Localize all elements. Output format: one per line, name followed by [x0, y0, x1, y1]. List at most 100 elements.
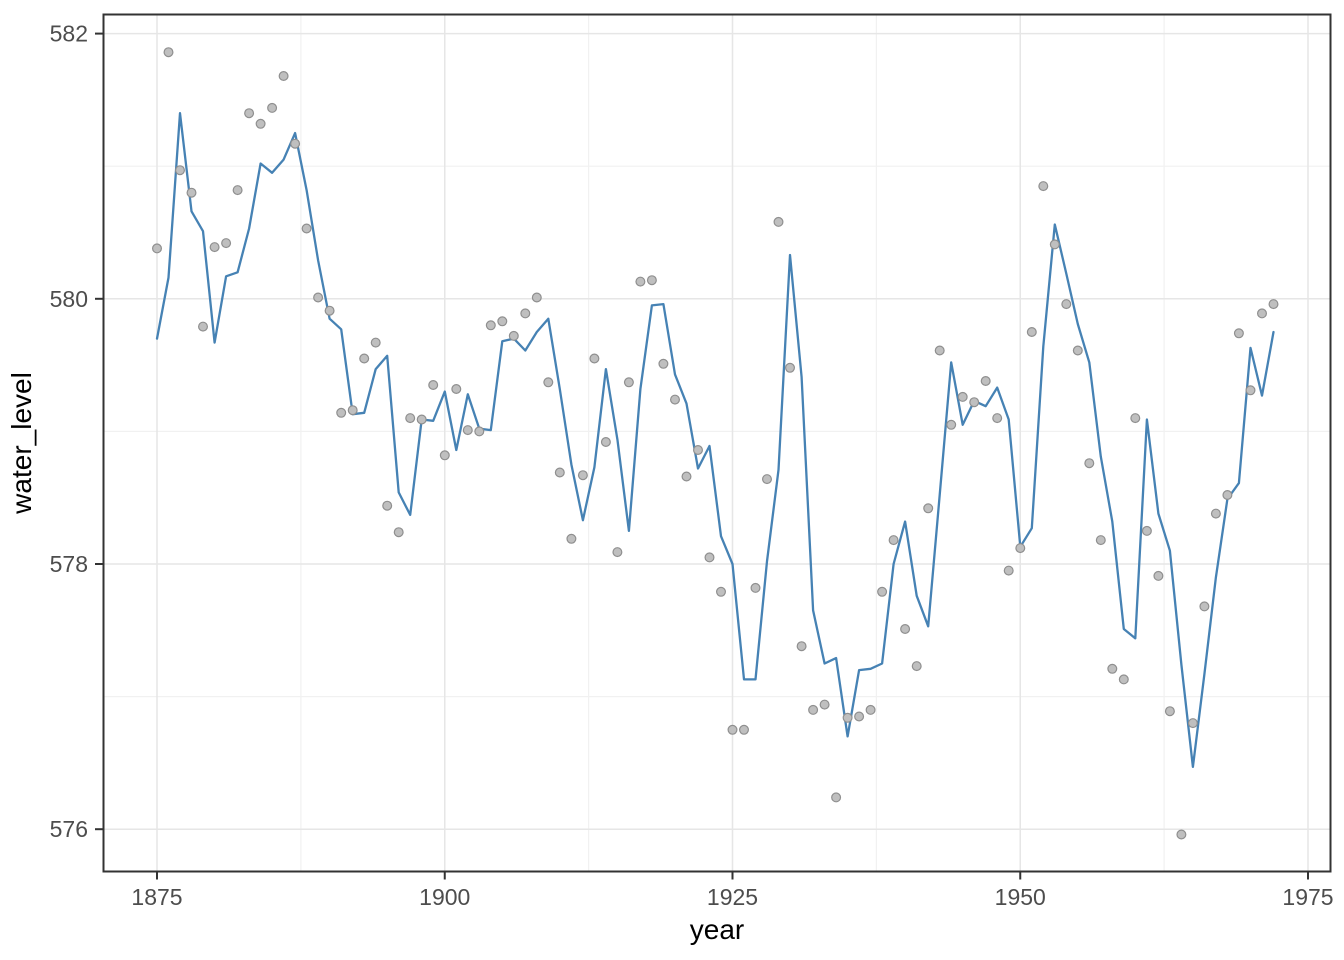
y-axis-title: water_level	[6, 372, 37, 515]
data-point	[359, 353, 370, 364]
panel-border	[102, 13, 1332, 873]
data-point	[393, 527, 404, 538]
data-point	[370, 337, 381, 348]
data-point	[842, 712, 853, 723]
x-axis-title: year	[690, 914, 744, 945]
data-point	[1015, 543, 1026, 554]
data-point	[232, 185, 243, 196]
data-point	[1164, 706, 1175, 717]
data-point	[819, 699, 830, 710]
data-point	[715, 586, 726, 597]
data-point	[382, 500, 393, 511]
data-point	[900, 623, 911, 634]
data-point	[1187, 718, 1198, 729]
x-axis-tick-label: 1950	[995, 884, 1046, 910]
data-point	[1072, 345, 1083, 356]
data-point	[290, 138, 301, 149]
x-axis-tick-label: 1900	[419, 884, 470, 910]
data-point	[221, 238, 232, 249]
data-point	[704, 552, 715, 563]
fitted-line-series	[155, 112, 1275, 769]
data-point	[1130, 413, 1141, 424]
data-point	[600, 437, 611, 448]
data-point	[911, 661, 922, 672]
x-axis-tick-label: 1975	[1282, 884, 1333, 910]
data-point	[784, 362, 795, 373]
data-point	[416, 414, 427, 425]
data-point	[1061, 299, 1072, 310]
data-point	[267, 102, 278, 113]
data-point	[877, 586, 888, 597]
data-point	[531, 292, 542, 303]
x-axis: 1875 1900 1925 1950 1975	[131, 871, 1334, 910]
data-point	[1245, 385, 1256, 396]
data-point	[1268, 299, 1279, 310]
x-axis-tick-label: 1875	[131, 884, 182, 910]
data-point	[577, 470, 588, 481]
data-point	[543, 377, 554, 388]
data-point	[1095, 535, 1106, 546]
data-point	[1256, 308, 1267, 319]
observed-points-series	[152, 47, 1279, 840]
data-point	[658, 358, 669, 369]
data-point	[589, 353, 600, 364]
data-point	[1049, 239, 1060, 250]
data-point	[934, 345, 945, 356]
data-point	[566, 533, 577, 544]
data-point	[669, 394, 680, 405]
data-point	[313, 292, 324, 303]
data-point	[152, 243, 163, 254]
data-point	[324, 305, 335, 316]
data-point	[508, 330, 519, 341]
data-point	[278, 70, 289, 81]
data-point	[301, 223, 312, 234]
data-point	[474, 426, 485, 437]
data-point	[969, 397, 980, 408]
data-point	[485, 320, 496, 331]
data-point	[946, 419, 957, 430]
fitted-line	[155, 112, 1275, 769]
data-point	[1199, 601, 1210, 612]
data-point	[923, 503, 934, 514]
data-point	[175, 165, 186, 176]
data-point	[992, 413, 1003, 424]
data-point	[727, 724, 738, 735]
data-point	[888, 535, 899, 546]
y-axis-tick-label: 576	[50, 816, 88, 842]
data-point	[1222, 490, 1233, 501]
data-point	[497, 316, 508, 327]
data-point	[1107, 663, 1118, 674]
data-point	[255, 118, 266, 129]
data-point	[209, 242, 220, 253]
data-point	[163, 47, 174, 58]
data-point	[865, 704, 876, 715]
data-point	[1153, 570, 1164, 581]
data-point	[957, 391, 968, 402]
data-point	[796, 641, 807, 652]
data-point	[451, 384, 462, 395]
data-point	[692, 445, 703, 456]
grid-major	[103, 14, 1331, 872]
data-point	[1026, 327, 1037, 338]
data-point	[1141, 525, 1152, 536]
data-point	[520, 308, 531, 319]
data-point	[808, 704, 819, 715]
data-point	[612, 547, 623, 558]
data-point	[761, 474, 772, 485]
data-point	[428, 380, 439, 391]
data-point	[439, 450, 450, 461]
data-point	[646, 275, 657, 286]
data-point	[198, 321, 209, 332]
data-point	[750, 582, 761, 593]
y-axis: 576 578 580 582	[50, 21, 103, 842]
data-point	[1176, 829, 1187, 840]
y-axis-tick-label: 580	[50, 286, 88, 312]
data-point	[773, 216, 784, 227]
data-point	[462, 425, 473, 436]
data-point	[738, 724, 749, 735]
data-point	[1210, 508, 1221, 519]
data-point	[1038, 181, 1049, 192]
data-point	[244, 108, 255, 119]
